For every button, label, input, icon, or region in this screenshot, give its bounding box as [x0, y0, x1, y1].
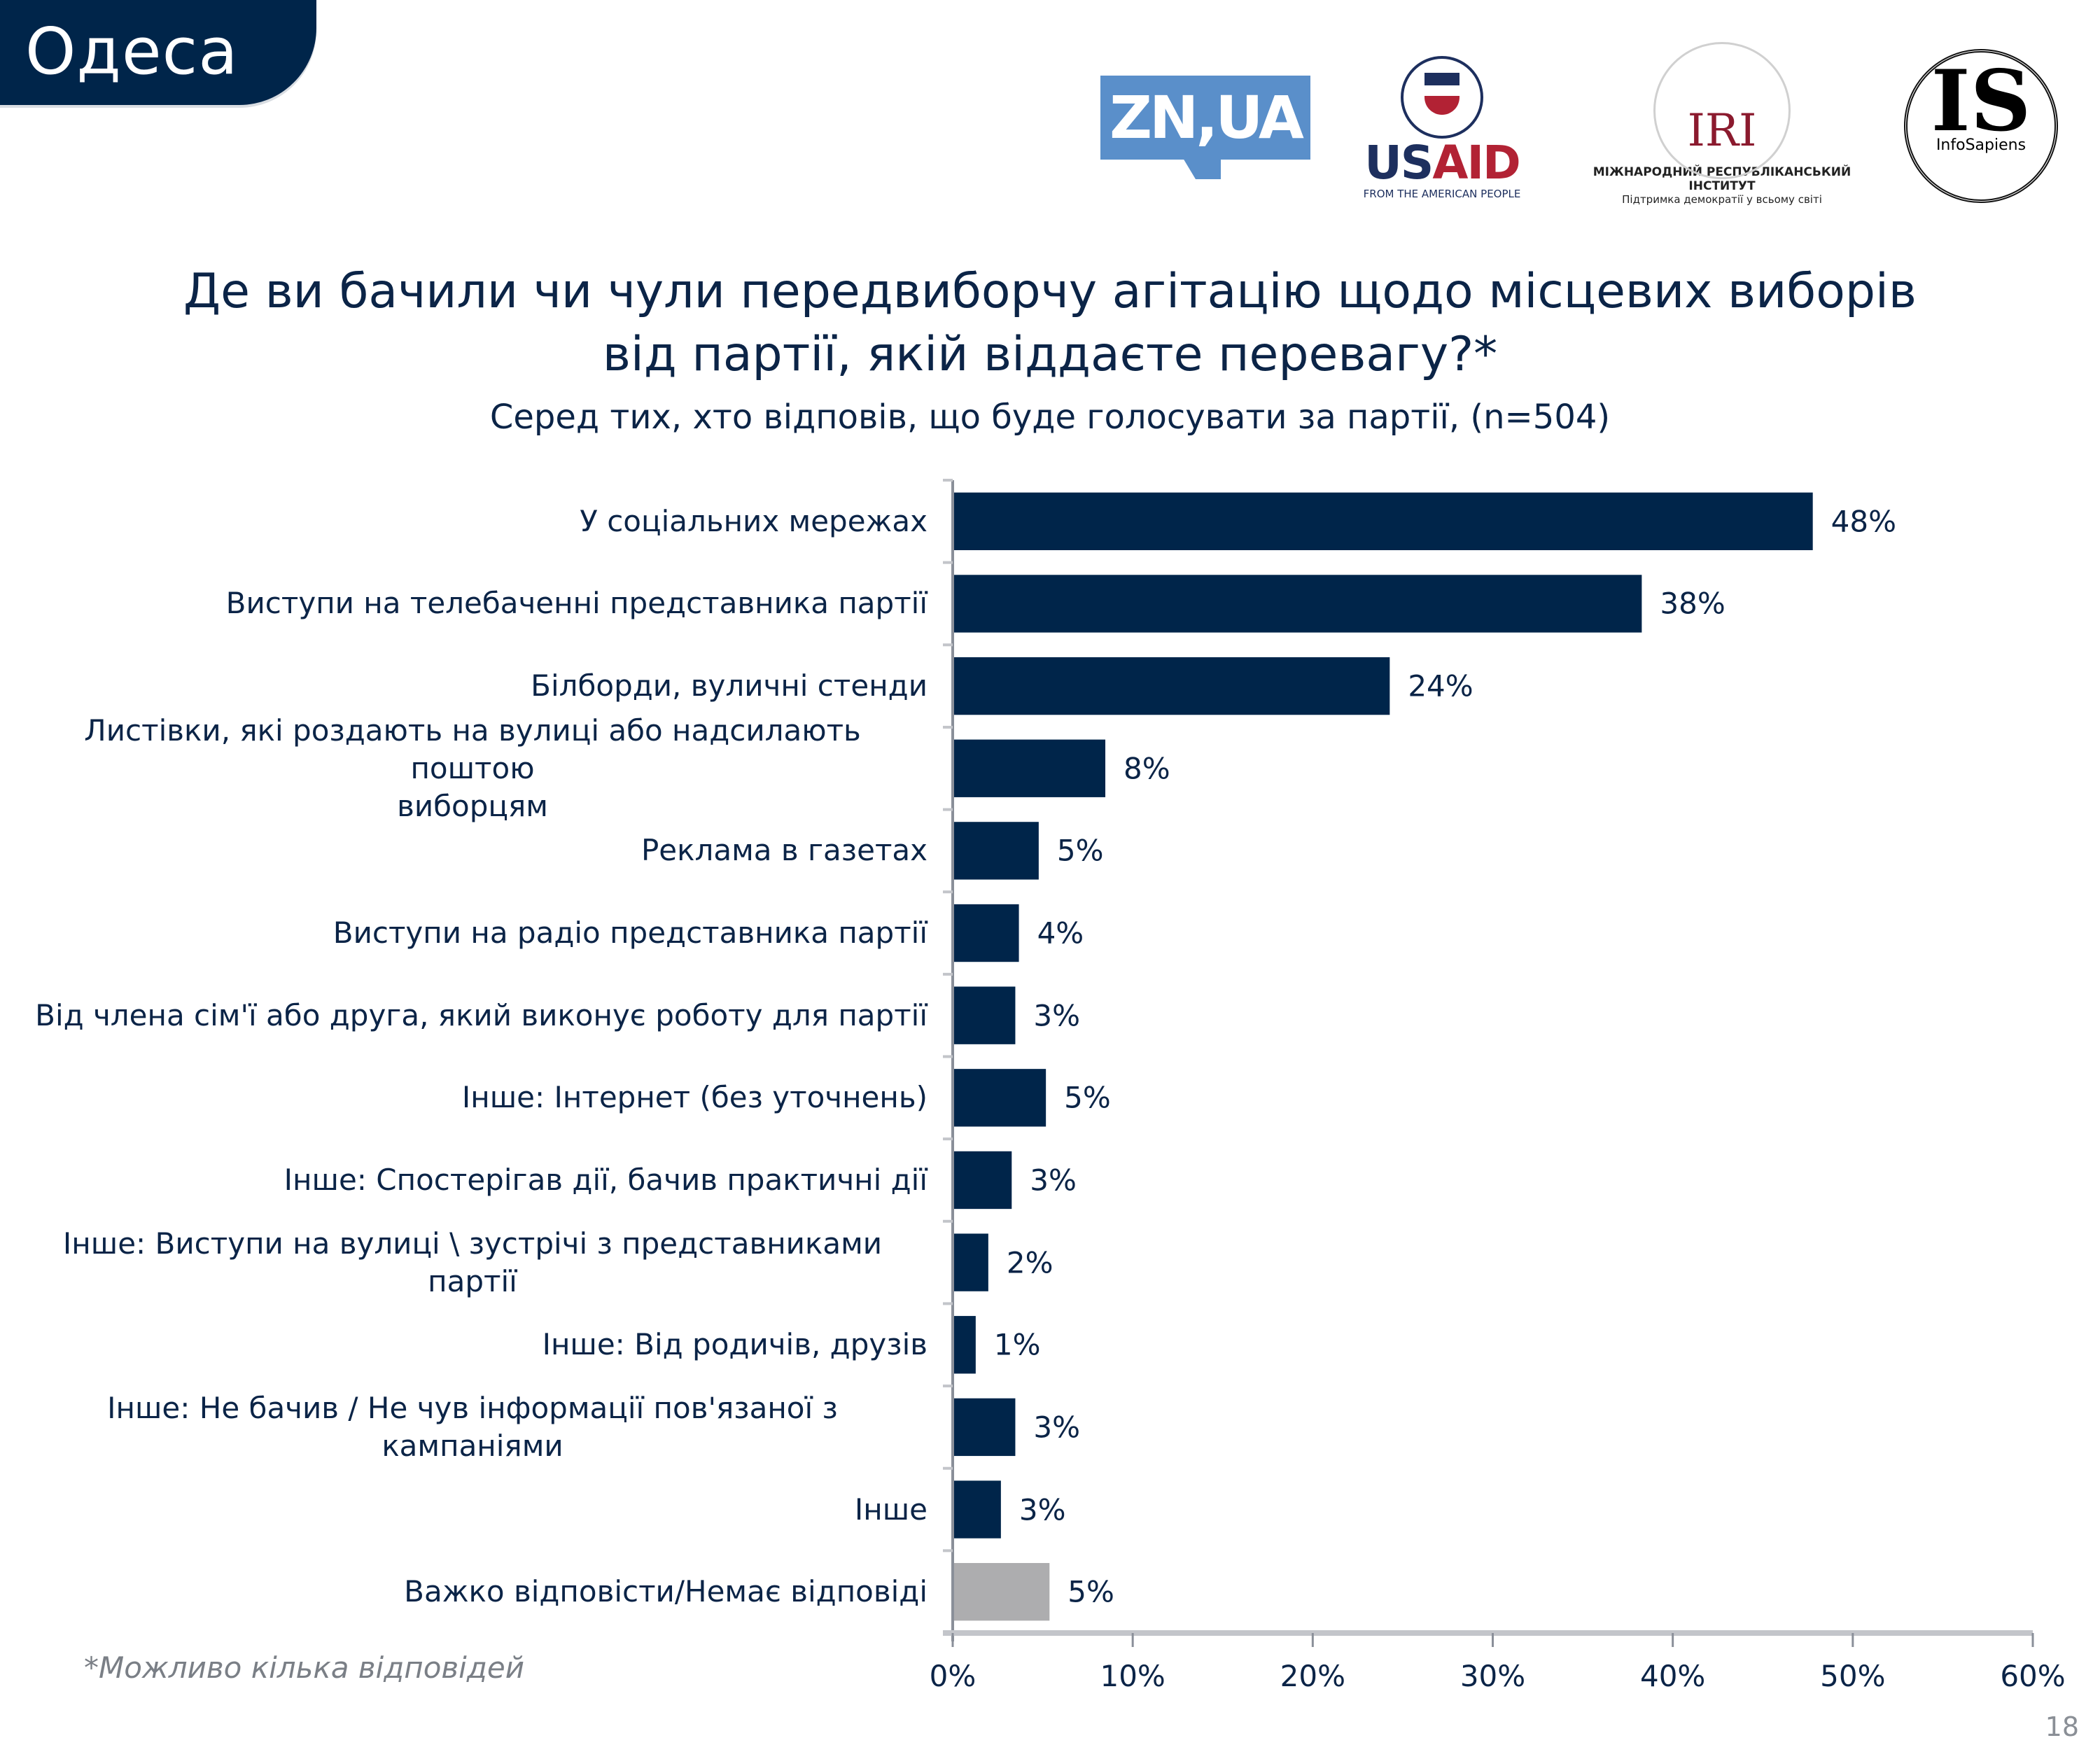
iri-logo: IRI МІЖНАРОДНИЙ РЕСПУБЛІКАНСЬКИЙ ІНСТИТУ… [1568, 42, 1876, 210]
category-label-line: Від члена сім'ї або друга, який виконує … [35, 997, 927, 1032]
category-label-line: виборцям [397, 788, 548, 823]
infosapiens-mark: IS [1931, 52, 2031, 150]
bar [954, 739, 1106, 797]
category-label: Виступи на радіо представника партії [18, 914, 927, 952]
data-label: 5% [1068, 1574, 1114, 1609]
data-label: 5% [1064, 1080, 1111, 1115]
category-label-line: Важко відповісти/Немає відповіді [404, 1574, 927, 1609]
bar [954, 657, 1390, 715]
usaid-wordmark: USAID [1351, 139, 1533, 188]
region-tab: Одеса [0, 0, 316, 105]
bar [954, 1069, 1046, 1127]
speech-bubble-tail-icon [1183, 158, 1221, 179]
chart-title: Де ви бачили чи чули передвиборчу агітац… [0, 260, 2100, 386]
data-label: 2% [1006, 1245, 1054, 1280]
data-label: 24% [1408, 668, 1474, 703]
category-label-line: Білборди, вуличні стенди [531, 668, 927, 703]
category-label-line: Реклама в газетах [640, 833, 927, 868]
category-label: Інше [18, 1491, 927, 1529]
x-tick-label: 60% [2000, 1659, 2066, 1693]
data-label: 3% [1030, 1163, 1077, 1198]
data-label: 3% [1018, 1492, 1066, 1527]
footnote: *Можливо кілька відповідей [84, 1651, 525, 1685]
category-label: Інше: Інтернет (без уточнень) [18, 1079, 927, 1116]
x-tick-label: 30% [1460, 1659, 1526, 1693]
category-label-line: партії [428, 1263, 517, 1298]
category-label: Листівки, які роздають на вулиці або над… [18, 712, 927, 825]
bar [954, 1398, 1016, 1457]
chart-subtitle: Серед тих, хто відповів, що буде голосув… [489, 398, 1611, 437]
data-label: 3% [1033, 1410, 1081, 1445]
data-label: 38% [1660, 586, 1726, 621]
x-tick-label: 0% [929, 1659, 976, 1693]
data-label: 8% [1124, 751, 1170, 786]
infosapiens-logo: IS InfoSapiens [1904, 49, 2058, 203]
bar [954, 1563, 1050, 1621]
page-number: 18 [2045, 1711, 2079, 1742]
zn-ua-logo-text: ZN,UA [1110, 83, 1304, 152]
category-label: Виступи на телебаченні представника парт… [18, 584, 927, 622]
usaid-us: US [1364, 136, 1434, 190]
usaid-seal-icon [1401, 56, 1483, 139]
category-label-line: Інше: Не бачив / Не чув інформації пов'я… [107, 1390, 838, 1425]
category-label: У соціальних мережах [18, 503, 927, 540]
bar [954, 822, 1039, 880]
usaid-aid: AID [1432, 136, 1520, 190]
region-name: Одеса [25, 14, 239, 89]
category-label-line: Виступи на радіо представника партії [332, 916, 927, 951]
category-label: Інше: Спостерігав дії, бачив практичні д… [18, 1161, 927, 1199]
category-label: Інше: Виступи на вулиці \ зустрічі з пре… [18, 1225, 927, 1301]
category-label-line: Інше: Спостерігав дії, бачив практичні д… [284, 1162, 927, 1197]
bar [954, 575, 1642, 633]
partner-logos: ZN,UA USAID FROM THE AMERICAN PEOPLE IRI… [1092, 42, 2086, 210]
data-label: 4% [1037, 916, 1084, 951]
data-label: 1% [993, 1327, 1041, 1362]
category-label-line: Інше: Виступи на вулиці \ зустрічі з пре… [62, 1226, 883, 1261]
bar [954, 1316, 976, 1374]
usaid-tagline: FROM THE AMERICAN PEOPLE [1363, 188, 1521, 200]
category-label: Реклама в газетах [18, 832, 927, 869]
x-tick-label: 40% [1639, 1659, 1706, 1693]
infosapiens-name: InfoSapiens [1935, 136, 2026, 154]
chart-title-line-2: від партії, якій віддаєте перевагу?* [602, 327, 1498, 382]
category-label: Інше: Не бачив / Не чув інформації пов'я… [18, 1389, 927, 1465]
data-label: 3% [1033, 998, 1081, 1033]
usaid-logo: USAID FROM THE AMERICAN PEOPLE [1351, 56, 1533, 224]
chart-title-line-1: Де ви бачили чи чули передвиборчу агітац… [183, 264, 1917, 319]
category-label: Білборди, вуличні стенди [18, 667, 927, 705]
globe-icon [1653, 42, 1791, 179]
x-tick-label: 20% [1280, 1659, 1346, 1693]
bar [954, 1480, 1001, 1539]
bar [954, 1151, 1012, 1210]
category-label-line: Інше: Інтернет (без уточнень) [461, 1080, 927, 1115]
data-label: 5% [1056, 833, 1104, 868]
category-label-line: Інше [854, 1492, 927, 1527]
x-tick-label: 10% [1100, 1659, 1166, 1693]
category-label-line: У соціальних мережах [580, 503, 927, 538]
category-label-line: Листівки, які роздають на вулиці або над… [84, 713, 861, 785]
category-label-line: кампаніями [382, 1428, 564, 1463]
category-label: Від члена сім'ї або друга, який виконує … [18, 997, 927, 1035]
bar [954, 492, 1813, 550]
iri-wordmark: IRI [1687, 105, 1757, 157]
x-tick-label: 50% [1820, 1659, 1886, 1693]
bar [954, 904, 1019, 962]
iri-tagline: Підтримка демократії у всьому світі [1622, 193, 1822, 206]
zn-ua-logo: ZN,UA [1100, 76, 1310, 160]
data-label: 48% [1830, 504, 1897, 539]
category-label-line: Виступи на телебаченні представника парт… [225, 586, 927, 621]
category-label: Важко відповісти/Немає відповіді [18, 1573, 927, 1611]
bar [954, 1233, 988, 1291]
category-label-line: Інше: Від родичів, друзів [542, 1327, 927, 1362]
category-label: Інше: Від родичів, друзів [18, 1326, 927, 1364]
bar [954, 986, 1016, 1044]
